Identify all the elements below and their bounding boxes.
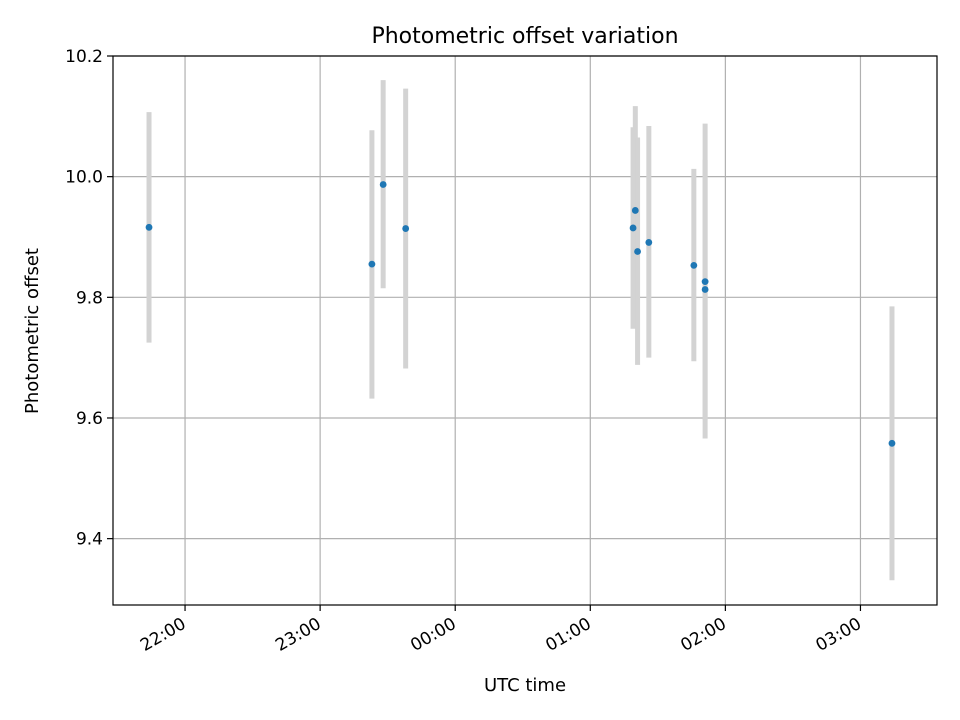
data-points: [145, 181, 896, 447]
data-point: [634, 248, 641, 255]
data-point: [629, 224, 637, 232]
data-point: [379, 181, 387, 188]
data-point: [888, 439, 896, 447]
plot-frame: [112, 55, 938, 606]
data-point: [645, 239, 653, 246]
y-tick-label: 9.6: [76, 409, 103, 429]
y-tick-label: 9.4: [76, 530, 103, 550]
data-point: [402, 225, 410, 232]
y-axis-label: Photometric offset: [22, 248, 43, 414]
data-point: [690, 261, 698, 269]
y-tick-label: 10.0: [65, 168, 103, 188]
x-axis-label: UTC time: [484, 675, 566, 696]
data-point: [701, 278, 709, 286]
y-tick-label: 10.2: [65, 47, 103, 67]
data-point: [631, 207, 639, 214]
y-tick-label: 9.8: [76, 288, 103, 308]
y-axis-ticks: 9.4 9.6 9.8 10.0 10.2: [65, 47, 113, 550]
data-point: [701, 286, 709, 293]
data-point: [145, 223, 153, 231]
data-point: [368, 260, 376, 268]
chart-title: Photometric offset variation: [371, 24, 678, 49]
